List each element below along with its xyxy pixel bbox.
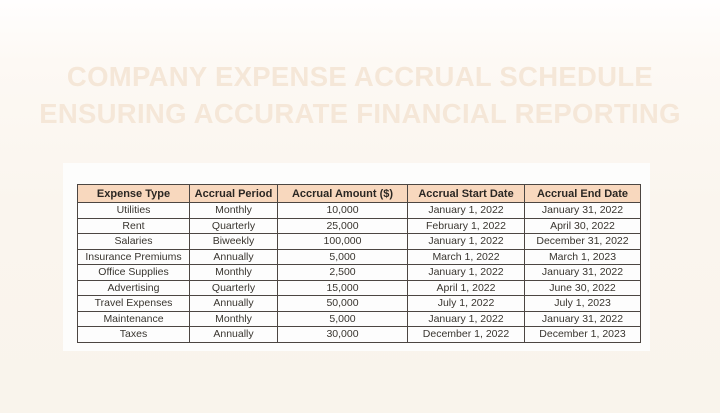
table-row: Rent Quarterly 25,000 February 1, 2022 April… xyxy=(77,217,641,234)
table-cell: 2,500 xyxy=(277,264,408,281)
table-cell: 25,000 xyxy=(277,217,408,234)
table-cell: June 30, 2022 xyxy=(524,279,641,296)
table-cell: 5,000 xyxy=(277,310,408,327)
table-cell: Taxes xyxy=(77,326,190,343)
table-cell: Monthly xyxy=(189,310,278,327)
table-cell: Annually xyxy=(189,326,278,343)
table-cell: Annually xyxy=(189,295,278,312)
table-cell: Quarterly xyxy=(189,279,278,296)
table-cell: Biweekly xyxy=(189,233,278,250)
table-cell: January 1, 2022 xyxy=(407,264,525,281)
table-cell: Rent xyxy=(77,217,190,234)
table-cell: Utilities xyxy=(77,202,190,219)
table-cell: 50,000 xyxy=(277,295,408,312)
table-cell: December 1, 2022 xyxy=(407,326,525,343)
table-row: Advertising Quarterly 15,000 April 1, 2022 J… xyxy=(77,279,641,296)
column-header: Accrual Amount ($) xyxy=(277,184,408,203)
table-row: Taxes Annually 30,000 December 1, 2022 Decem… xyxy=(77,326,641,343)
column-header: Accrual Period xyxy=(189,184,278,203)
table-cell: 5,000 xyxy=(277,248,408,265)
table-row: Maintenance Monthly 5,000 January 1, 2022 Ja… xyxy=(77,310,641,327)
table-row: Office Supplies Monthly 2,500 January 1, 20… xyxy=(77,264,641,281)
table-cell: Advertising xyxy=(77,279,190,296)
table-cell: 15,000 xyxy=(277,279,408,296)
table-cell: January 1, 2022 xyxy=(407,202,525,219)
table-cell: January 31, 2022 xyxy=(524,310,641,327)
title-line-2: ENSURING ACCURATE FINANCIAL REPORTING xyxy=(39,98,681,129)
table-cell: 30,000 xyxy=(277,326,408,343)
table-cell: April 30, 2022 xyxy=(524,217,641,234)
table-cell: January 1, 2022 xyxy=(407,310,525,327)
table-cell: 100,000 xyxy=(277,233,408,250)
table-row: Travel Expenses Annually 50,000 July 1, 202… xyxy=(77,295,641,312)
column-header: Expense Type xyxy=(77,184,190,203)
table-cell: July 1, 2022 xyxy=(407,295,525,312)
table-cell: Maintenance xyxy=(77,310,190,327)
table-cell: December 1, 2023 xyxy=(524,326,641,343)
table-cell: 10,000 xyxy=(277,202,408,219)
table-cell: January 31, 2022 xyxy=(524,264,641,281)
table-cell: Travel Expenses xyxy=(77,295,190,312)
table-row: Salaries Biweekly 100,000 January 1, 2022 De… xyxy=(77,233,641,250)
column-header: Accrual Start Date xyxy=(407,184,525,203)
table-cell: January 31, 2022 xyxy=(524,202,641,219)
expense-accrual-table: Expense Type Accrual Period Accrual Amount… xyxy=(77,184,641,343)
table-cell: Salaries xyxy=(77,233,190,250)
table-row: Utilities Monthly 10,000 January 1, 2022 Jan… xyxy=(77,202,641,219)
table-cell: December 31, 2022 xyxy=(524,233,641,250)
column-header: Accrual End Date xyxy=(524,184,641,203)
table-cell: Office Supplies xyxy=(77,264,190,281)
table-cell: February 1, 2022 xyxy=(407,217,525,234)
table-cell: March 1, 2022 xyxy=(407,248,525,265)
table-cell: July 1, 2023 xyxy=(524,295,641,312)
table-cell: Annually xyxy=(189,248,278,265)
title-line-1: COMPANY EXPENSE ACCRUAL SCHEDULE xyxy=(66,61,654,92)
table-cell: Insurance Premiums xyxy=(77,248,190,265)
table-cell: April 1, 2022 xyxy=(407,279,525,296)
table-cell: Monthly xyxy=(189,264,278,281)
table-body: Utilities Monthly 10,000 January 1, 2022 Jan… xyxy=(77,202,641,343)
table-card: Expense Type Accrual Period Accrual Amount… xyxy=(63,163,650,351)
page-title: COMPANY EXPENSE ACCRUAL SCHEDULE ENSURIN… xyxy=(0,58,720,132)
table-cell: Quarterly xyxy=(189,217,278,234)
table-cell: March 1, 2023 xyxy=(524,248,641,265)
table-header-row: Expense Type Accrual Period Accrual Amount… xyxy=(77,184,641,203)
table-cell: Monthly xyxy=(189,202,278,219)
table-cell: January 1, 2022 xyxy=(407,233,525,250)
table-row: Insurance Premiums Annually 5,000 March 1, … xyxy=(77,248,641,265)
